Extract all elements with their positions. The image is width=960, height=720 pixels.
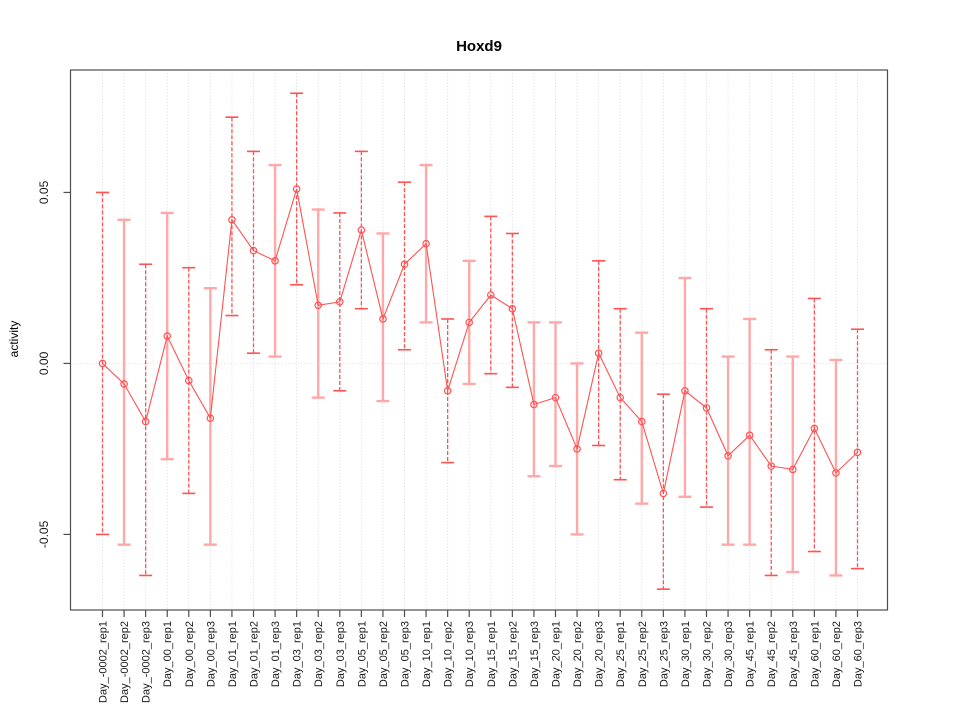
- chart-title: Hoxd9: [456, 38, 502, 55]
- data-point: [767, 462, 776, 470]
- x-tick-label: Day_01_rep1: [227, 621, 239, 687]
- data-point: [163, 332, 172, 340]
- data-point: [853, 448, 862, 457]
- data-point: [400, 260, 409, 269]
- x-tick-label: Day_01_rep2: [249, 621, 261, 687]
- x-tick-label: Day_00_rep1: [162, 621, 174, 687]
- data-polyline: [102, 188, 858, 494]
- x-tick-label: Day_45_rep2: [766, 621, 778, 687]
- data-point: [422, 239, 430, 248]
- data-point: [292, 185, 301, 193]
- data-point: [788, 465, 797, 474]
- x-tick-label: Day_05_rep1: [356, 621, 368, 687]
- x-tick-label: Day_00_rep3: [205, 621, 217, 687]
- data-point: [702, 404, 711, 412]
- x-tick-label: Day_10_rep2: [443, 621, 455, 687]
- x-tick-label: Day_05_rep2: [378, 621, 390, 687]
- data-point: [508, 304, 517, 313]
- data-point: [681, 386, 689, 395]
- y-tick-label: -0.05: [37, 520, 51, 548]
- x-tick-label: Day_-0002_rep2: [119, 621, 131, 703]
- y-tick-label: 0.05: [37, 180, 51, 204]
- x-tick-label: Day_30_rep2: [702, 621, 714, 687]
- data-point: [745, 431, 754, 440]
- x-tick-label: Day_45_rep1: [745, 621, 757, 687]
- data-point: [616, 393, 625, 402]
- data-point: [530, 400, 538, 409]
- data-point: [659, 489, 668, 498]
- data-point: [98, 359, 107, 368]
- x-tick-label: Day_20_rep2: [572, 621, 584, 687]
- data-point: [379, 315, 387, 323]
- data-point: [206, 414, 215, 422]
- x-tick-label: Day_60_rep2: [831, 621, 843, 687]
- x-tick-label: Day_45_rep3: [788, 621, 800, 687]
- x-tick-label: Day_60_rep1: [809, 621, 821, 687]
- data-point: [810, 424, 819, 433]
- data-point: [551, 393, 560, 402]
- data-point: [141, 417, 150, 426]
- x-tick-label: Day_15_rep1: [486, 621, 498, 687]
- x-tick-label: Day_03_rep3: [335, 621, 347, 687]
- data-point: [465, 318, 474, 327]
- x-tick-label: Day_60_rep3: [853, 621, 865, 687]
- y-tick-label: 0.00: [37, 351, 51, 375]
- data-point: [832, 469, 840, 477]
- x-tick-label: Day_-0002_rep1: [98, 621, 110, 703]
- data-point: [573, 445, 581, 453]
- x-tick-label: Day_20_rep1: [551, 621, 563, 687]
- x-tick-label: Day_25_rep1: [615, 621, 627, 687]
- x-tick-label: Day_10_rep1: [421, 621, 433, 687]
- x-tick-label: Day_05_rep3: [400, 621, 412, 687]
- data-point: [249, 246, 258, 255]
- x-tick-label: Day_20_rep3: [594, 621, 606, 687]
- plot-border: [69, 69, 889, 611]
- x-tick-label: Day_30_rep3: [723, 621, 735, 687]
- data-point: [271, 257, 279, 265]
- x-tick-label: Day_15_rep3: [529, 621, 541, 687]
- data-point: [314, 301, 323, 310]
- x-tick-label: Day_03_rep1: [292, 621, 304, 687]
- x-tick-label: Day_25_rep2: [637, 621, 649, 687]
- x-tick-label: Day_00_rep2: [184, 621, 196, 687]
- data-point: [637, 417, 646, 426]
- data-point: [120, 380, 128, 388]
- data-point: [335, 298, 344, 306]
- data-point: [486, 291, 495, 299]
- x-tick-label: Day_25_rep3: [658, 621, 670, 687]
- data-point: [594, 349, 603, 357]
- data-point: [184, 376, 193, 385]
- x-tick-label: Day_15_rep2: [507, 621, 519, 687]
- data-point: [724, 451, 732, 460]
- data-point: [357, 226, 366, 234]
- x-tick-label: Day_-0002_rep3: [141, 621, 153, 703]
- data-point: [228, 215, 236, 224]
- x-tick-label: Day_03_rep2: [313, 621, 325, 687]
- data-point: [443, 386, 452, 395]
- x-tick-label: Day_30_rep1: [680, 621, 692, 687]
- x-tick-label: Day_01_rep3: [270, 621, 282, 687]
- x-tick-label: Day_10_rep3: [464, 621, 476, 687]
